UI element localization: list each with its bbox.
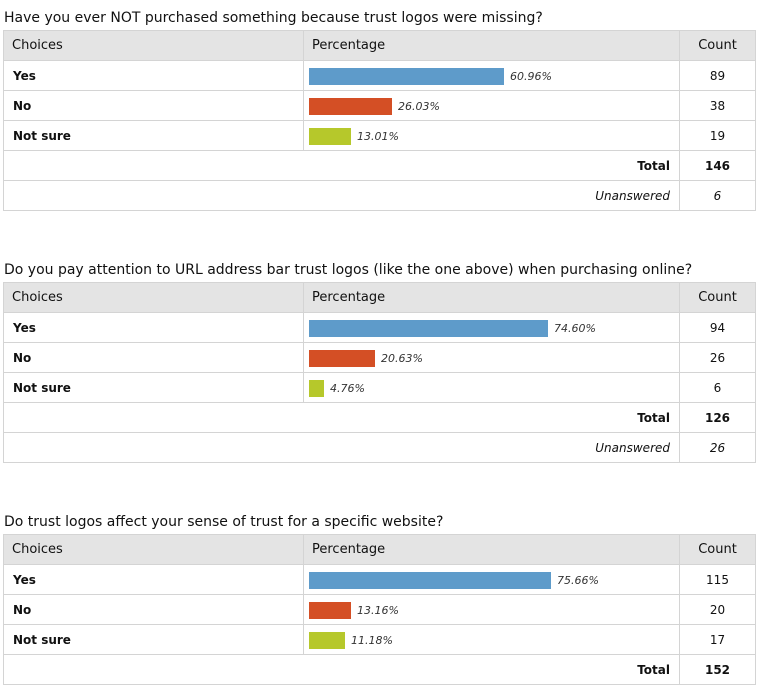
percentage-label: 11.18% (351, 634, 393, 647)
percentage-bar (309, 350, 375, 367)
results-table: Choices Percentage Count Yes 75.66% 115 … (3, 534, 756, 685)
unanswered-label: Unanswered (3, 432, 680, 463)
percentage-bar (309, 380, 324, 397)
choice-label: Yes (3, 564, 304, 595)
unanswered-row: Unanswered 26 (3, 432, 756, 463)
table-row: Yes 74.60% 94 (3, 312, 756, 343)
table-row: Yes 60.96% 89 (3, 60, 756, 91)
bar-cell: 4.76% (303, 372, 680, 403)
total-value: 126 (679, 402, 756, 433)
count-header: Count (679, 534, 756, 565)
bar-cell: 13.16% (303, 594, 680, 625)
table-row: No 26.03% 38 (3, 90, 756, 121)
choice-label: Yes (3, 312, 304, 343)
table-row: Yes 75.66% 115 (3, 564, 756, 595)
total-label: Total (3, 654, 680, 685)
percentage-label: 20.63% (381, 352, 423, 365)
percentage-bar (309, 128, 351, 145)
percentage-bar (309, 572, 551, 589)
count-value: 19 (679, 120, 756, 151)
total-row: Total 152 (3, 654, 756, 685)
results-table: Choices Percentage Count Yes 74.60% 94 N… (3, 282, 756, 463)
choices-header: Choices (3, 534, 304, 565)
percentage-label: 74.60% (554, 322, 596, 335)
bar-cell: 74.60% (303, 312, 680, 343)
table-header-row: Choices Percentage Count (3, 282, 756, 313)
unanswered-value: 26 (679, 432, 756, 463)
percentage-label: 75.66% (557, 574, 599, 587)
count-header: Count (679, 282, 756, 313)
bar-cell: 75.66% (303, 564, 680, 595)
total-label: Total (3, 150, 680, 181)
question-title: Do you pay attention to URL address bar … (4, 262, 693, 278)
table-header-row: Choices Percentage Count (3, 534, 756, 565)
percentage-bar (309, 602, 351, 619)
table-header-row: Choices Percentage Count (3, 30, 756, 61)
count-value: 6 (679, 372, 756, 403)
count-value: 17 (679, 624, 756, 655)
choice-label: Not sure (3, 624, 304, 655)
percentage-label: 13.16% (357, 604, 399, 617)
percentage-label: 4.76% (330, 382, 365, 395)
table-row: No 13.16% 20 (3, 594, 756, 625)
choice-label: Not sure (3, 372, 304, 403)
total-row: Total 146 (3, 150, 756, 181)
count-value: 20 (679, 594, 756, 625)
count-value: 89 (679, 60, 756, 91)
choices-header: Choices (3, 30, 304, 61)
percentage-bar (309, 632, 345, 649)
percentage-label: 13.01% (357, 130, 399, 143)
bar-cell: 11.18% (303, 624, 680, 655)
count-value: 38 (679, 90, 756, 121)
table-row: Not sure 13.01% 19 (3, 120, 756, 151)
table-row: No 20.63% 26 (3, 342, 756, 373)
question-title: Have you ever NOT purchased something be… (4, 10, 543, 26)
unanswered-value: 6 (679, 180, 756, 211)
bar-cell: 13.01% (303, 120, 680, 151)
bar-cell: 20.63% (303, 342, 680, 373)
unanswered-label: Unanswered (3, 180, 680, 211)
choice-label: No (3, 594, 304, 625)
table-row: Not sure 4.76% 6 (3, 372, 756, 403)
bar-cell: 60.96% (303, 60, 680, 91)
bar-cell: 26.03% (303, 90, 680, 121)
total-label: Total (3, 402, 680, 433)
results-table: Choices Percentage Count Yes 60.96% 89 N… (3, 30, 756, 211)
choice-label: No (3, 90, 304, 121)
total-row: Total 126 (3, 402, 756, 433)
percentage-bar (309, 68, 504, 85)
total-value: 152 (679, 654, 756, 685)
table-row: Not sure 11.18% 17 (3, 624, 756, 655)
total-value: 146 (679, 150, 756, 181)
percentage-header: Percentage (303, 282, 680, 313)
choice-label: Yes (3, 60, 304, 91)
question-title: Do trust logos affect your sense of trus… (4, 514, 444, 530)
count-header: Count (679, 30, 756, 61)
choice-label: No (3, 342, 304, 373)
percentage-bar (309, 320, 548, 337)
count-value: 115 (679, 564, 756, 595)
percentage-label: 60.96% (510, 70, 552, 83)
percentage-bar (309, 98, 392, 115)
percentage-label: 26.03% (398, 100, 440, 113)
count-value: 94 (679, 312, 756, 343)
choices-header: Choices (3, 282, 304, 313)
choice-label: Not sure (3, 120, 304, 151)
percentage-header: Percentage (303, 30, 680, 61)
count-value: 26 (679, 342, 756, 373)
unanswered-row: Unanswered 6 (3, 180, 756, 211)
percentage-header: Percentage (303, 534, 680, 565)
